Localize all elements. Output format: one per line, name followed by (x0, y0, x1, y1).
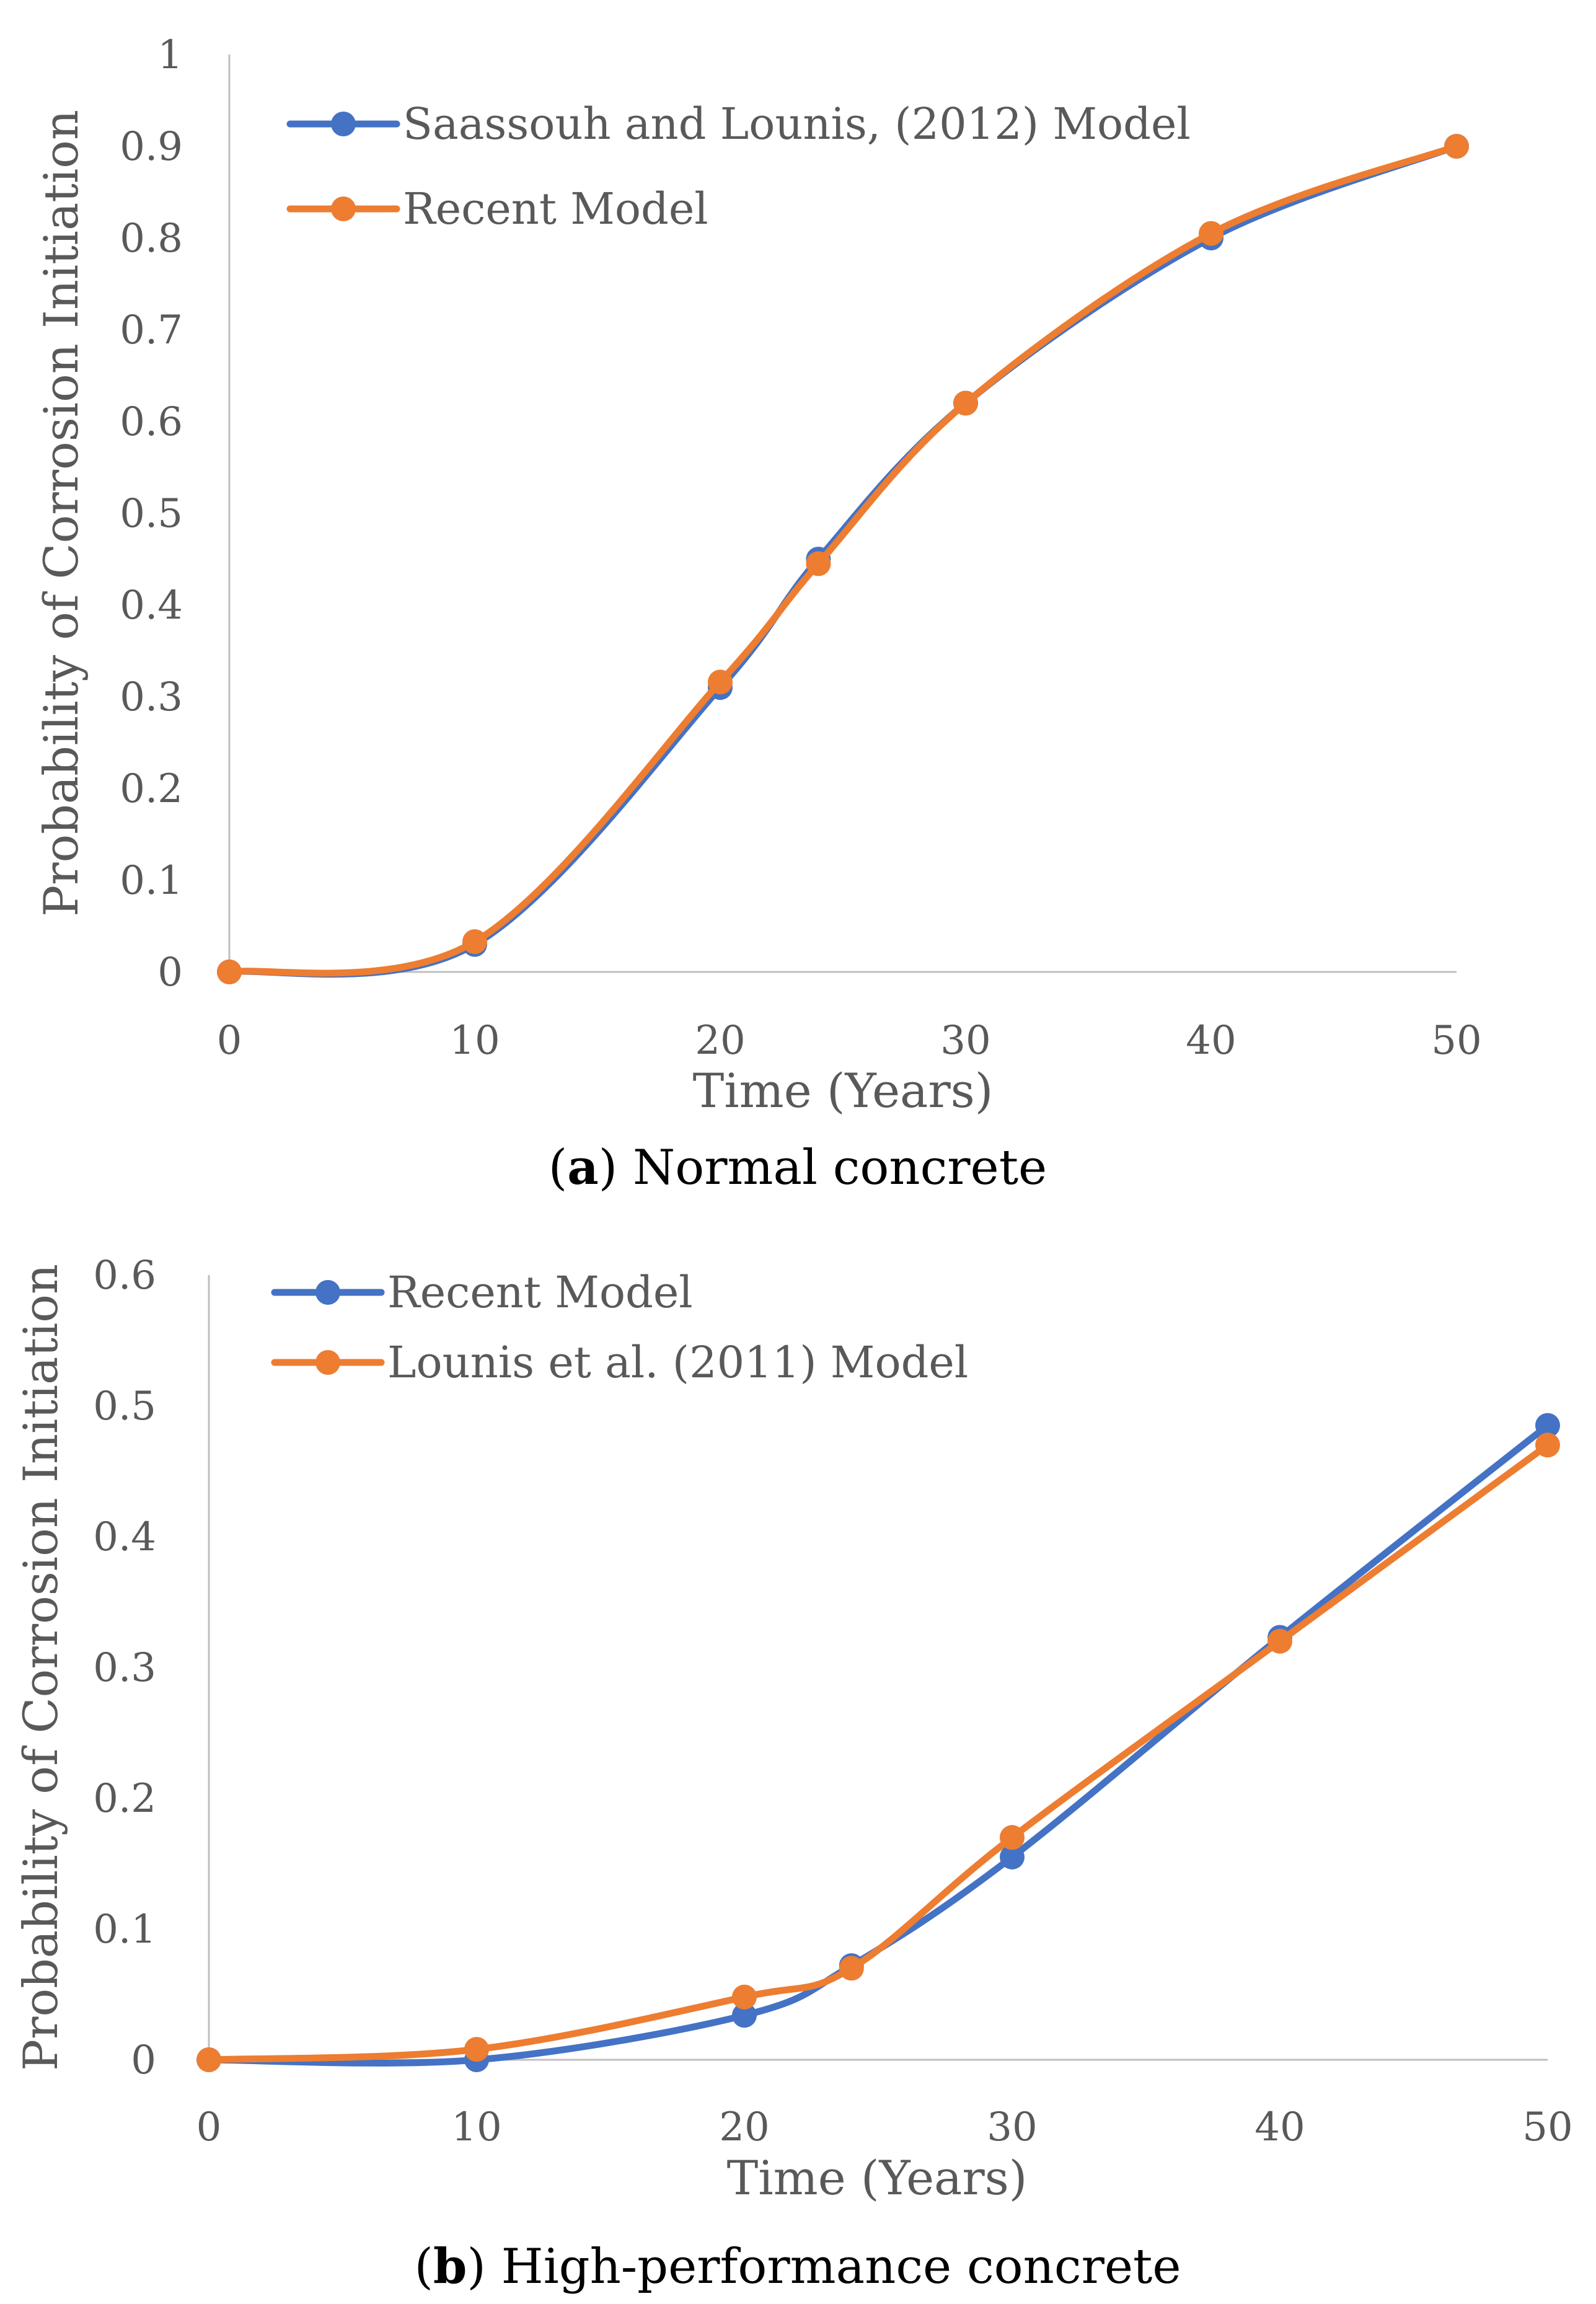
data-point (953, 391, 978, 416)
legend-label: Recent Model (387, 1267, 693, 1318)
y-tick-label: 0.5 (93, 1384, 156, 1429)
y-tick-label: 0.8 (120, 216, 183, 262)
data-point (732, 1984, 757, 2010)
data-point (462, 929, 487, 955)
x-tick-label: 50 (1431, 1018, 1481, 1064)
data-point (708, 669, 733, 695)
legend-label: Lounis et al. (2011) Model (387, 1337, 968, 1388)
y-tick-label: 0.4 (93, 1514, 156, 1560)
legend-marker (331, 196, 356, 221)
y-tick-label: 0.3 (120, 674, 183, 720)
y-tick-label: 0.1 (120, 858, 183, 904)
y-tick-label: 0.2 (120, 766, 183, 812)
legend-marker (315, 1350, 340, 1375)
x-axis-title: Time (Years) (727, 2150, 1028, 2205)
y-tick-label: 0 (131, 2037, 156, 2083)
figure-caption: (b) High-performance concrete (414, 2238, 1181, 2295)
data-point (806, 551, 831, 576)
chart-high-performance-concrete: 0 0.1 0.2 0.3 0.4 0.5 0.6 0 10 20 30 40 50 Time (Year… (13, 1253, 1573, 2295)
y-axis-title: Probability of Corrosion Initiation (33, 110, 89, 917)
data-point (464, 2037, 489, 2062)
data-point (1199, 221, 1223, 246)
y-tick-label: 1 (157, 32, 183, 78)
data-point (1000, 1825, 1025, 1850)
data-point (1535, 1432, 1560, 1458)
y-tick-label: 0.2 (93, 1776, 156, 1822)
x-tick-label: 30 (987, 2104, 1037, 2150)
x-tick-label: 30 (940, 1018, 990, 1064)
legend-label: Saassouh and Lounis, (2012) Model (403, 99, 1191, 149)
legend-marker (315, 1280, 340, 1305)
y-tick-label: 0.6 (93, 1253, 156, 1299)
x-tick-label: 10 (449, 1018, 500, 1064)
data-point (217, 960, 242, 984)
x-tick-label: 10 (451, 2104, 501, 2150)
y-tick-label: 0.7 (120, 307, 183, 353)
y-tick-label: 0.1 (93, 1907, 156, 1953)
x-axis-title: Time (Years) (693, 1063, 994, 1118)
y-tick-label: 0.5 (120, 491, 183, 537)
data-point (1000, 1844, 1025, 1869)
x-tick-label: 0 (196, 2104, 222, 2150)
legend-marker (331, 112, 356, 136)
x-tick-label: 40 (1254, 2104, 1305, 2150)
data-point (1444, 134, 1469, 159)
y-axis-title: Probability of Corrosion Initiation (13, 1264, 68, 2071)
x-tick-label: 20 (695, 1018, 745, 1064)
data-point (732, 2003, 757, 2028)
x-tick-label: 0 (217, 1018, 242, 1064)
data-point (196, 2047, 221, 2072)
x-tick-label: 50 (1522, 2104, 1572, 2150)
figure-caption: (a) Normal concrete (549, 1139, 1047, 1196)
chart-normal-concrete: 00.10.20.30.40.50.60.70.80.910 10 20 30 40 50… (33, 32, 1482, 1196)
y-tick-label: 0.3 (93, 1645, 156, 1691)
y-tick-label: 0 (157, 950, 183, 995)
x-tick-label: 40 (1186, 1018, 1236, 1064)
data-point (1268, 1628, 1292, 1654)
x-tick-label: 20 (719, 2104, 769, 2150)
y-tick-label: 0.6 (120, 399, 183, 445)
data-point (1535, 1413, 1560, 1438)
data-point (839, 1956, 864, 1981)
legend-label: Recent Model (403, 183, 708, 234)
y-tick-label: 0.9 (120, 124, 183, 170)
y-tick-label: 0.4 (120, 583, 183, 629)
